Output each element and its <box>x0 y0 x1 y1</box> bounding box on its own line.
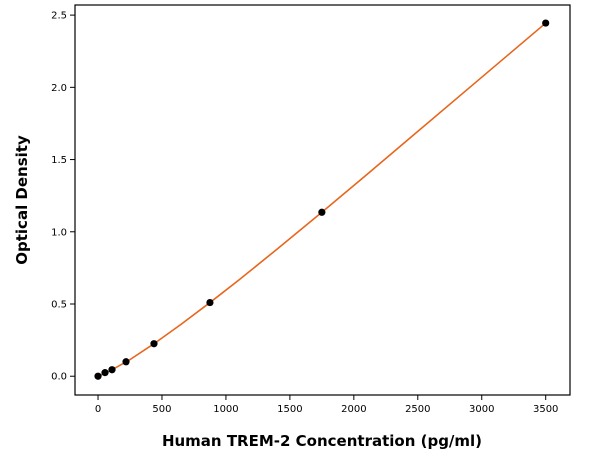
x-tick-label: 3000 <box>469 404 494 415</box>
y-axis-title: Optical Density <box>13 135 31 265</box>
x-tick-label: 3500 <box>533 404 558 415</box>
x-tick-label: 1500 <box>277 404 302 415</box>
data-point <box>542 19 550 27</box>
x-tick-label: 0 <box>95 404 101 415</box>
data-point <box>150 340 158 348</box>
y-tick-label: 1.0 <box>51 227 67 238</box>
x-tick-label: 500 <box>152 404 171 415</box>
data-points <box>94 19 550 380</box>
data-point <box>94 372 102 380</box>
y-tick-label: 0.0 <box>51 372 67 383</box>
data-point <box>206 298 214 307</box>
data-point <box>108 366 116 374</box>
y-tick-label: 1.5 <box>51 155 67 166</box>
y-axis-ticks: 0.0 0.5 1.0 1.5 2.0 2.5 <box>51 11 75 383</box>
x-tick-label: 2500 <box>405 404 430 415</box>
y-tick-label: 0.5 <box>51 300 67 311</box>
data-point <box>122 358 130 366</box>
x-axis-ticks: 0 500 1000 1500 2000 2500 3000 3500 <box>95 395 558 415</box>
fit-line <box>97 22 547 377</box>
data-point <box>101 369 109 377</box>
plot-frame <box>74 4 571 396</box>
y-tick-label: 2.0 <box>51 83 67 94</box>
x-tick-label: 2000 <box>341 404 366 415</box>
x-tick-label: 1000 <box>213 404 238 415</box>
data-point <box>318 208 326 216</box>
y-tick-label: 2.5 <box>51 11 67 22</box>
x-axis-title: Human TREM-2 Concentration (pg/ml) <box>162 432 482 450</box>
